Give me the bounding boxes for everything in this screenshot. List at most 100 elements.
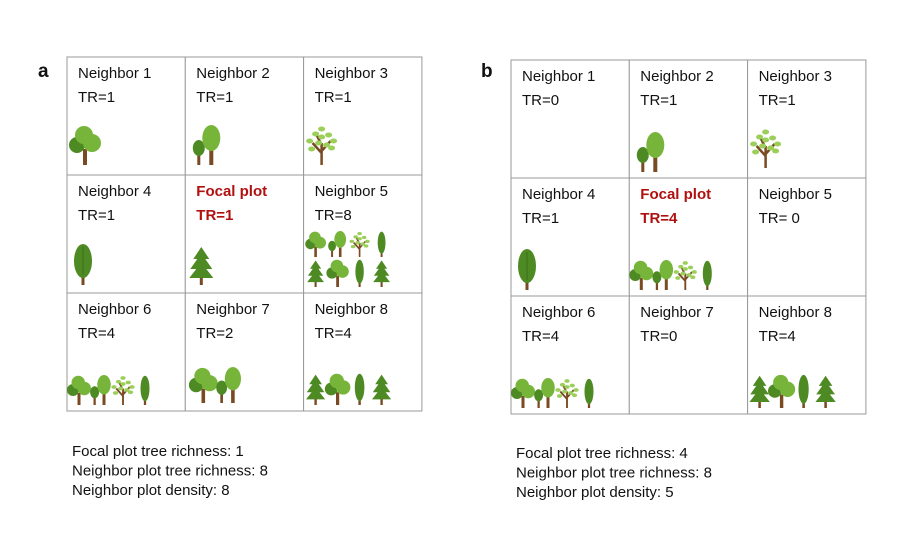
tree-icon: [111, 376, 135, 405]
leaf: [129, 385, 135, 389]
tree-icon: [636, 132, 665, 172]
leaf: [355, 241, 360, 245]
cell-tr: TR=4: [759, 328, 796, 345]
leaf: [365, 239, 370, 244]
leaf: [330, 138, 338, 144]
cell-tr: TR=4: [78, 325, 115, 342]
branch: [311, 134, 332, 165]
trunk: [758, 401, 761, 408]
leaf: [334, 231, 347, 248]
trunk: [102, 393, 106, 405]
leaf: [541, 378, 555, 398]
tree-icon: [518, 249, 536, 290]
cell-name: Neighbor 1: [522, 68, 595, 85]
leaf: [691, 270, 697, 274]
leaf: [773, 374, 789, 391]
trunk: [93, 396, 96, 405]
leaf: [680, 271, 686, 276]
summary-line: Neighbor plot density: 5: [516, 484, 674, 501]
cell-name: Neighbor 6: [78, 301, 151, 318]
tree-icon: [192, 125, 221, 165]
leaf: [308, 146, 316, 152]
leaf: [329, 373, 344, 389]
leaf: [127, 390, 134, 395]
tree-icon: [90, 375, 111, 405]
leaf: [559, 382, 566, 387]
trunk: [209, 149, 214, 165]
leaf: [120, 376, 126, 380]
leaf: [306, 374, 326, 400]
trunk: [802, 402, 805, 408]
leaf: [71, 375, 85, 390]
cell-tr: TR=1: [78, 89, 115, 106]
trunk: [314, 281, 317, 287]
leaf: [111, 385, 117, 389]
leaf: [224, 367, 241, 391]
trunk: [197, 153, 201, 165]
tree-icon: [188, 367, 218, 403]
tree-icon: [555, 379, 579, 408]
leaf: [750, 141, 758, 147]
leaf: [564, 379, 570, 383]
tree-icon: [326, 259, 349, 287]
leaf: [636, 147, 649, 163]
cell-tr: TR=1: [196, 89, 233, 106]
tree-icon: [307, 260, 324, 287]
leaf: [307, 260, 324, 283]
leaf: [312, 131, 320, 137]
tree-icon: [355, 259, 364, 287]
tree-icon: [768, 374, 796, 408]
tree-icon: [511, 378, 535, 408]
leaf: [363, 244, 369, 248]
tree-icon: [324, 373, 351, 405]
cell-name: Neighbor 5: [315, 183, 388, 200]
cell-tr: TR=1: [522, 210, 559, 227]
tree-icon: [673, 261, 697, 290]
tree-icon: [189, 247, 214, 285]
leaf: [798, 374, 809, 404]
trunk: [336, 392, 340, 405]
leaf: [815, 375, 836, 403]
cell-name: Neighbor 6: [522, 304, 595, 321]
leaf: [192, 140, 205, 156]
branch: [677, 267, 693, 290]
plot-cell: [747, 177, 867, 297]
branch: [755, 137, 776, 168]
trunk: [380, 253, 383, 257]
leaf: [652, 271, 662, 284]
trunk: [331, 249, 334, 257]
tree-icon: [373, 260, 390, 287]
cell-tr: TR=4: [522, 328, 559, 345]
leaf: [562, 389, 568, 394]
cell-name: Neighbor 2: [640, 68, 713, 85]
leaf: [306, 138, 314, 144]
leaf: [767, 145, 775, 151]
cell-tr: TR=1: [759, 92, 796, 109]
leaf: [762, 129, 770, 135]
trunk: [314, 398, 317, 405]
focal-name: Focal plot: [196, 183, 267, 200]
leaf: [355, 259, 364, 284]
cell-name: Neighbor 8: [759, 304, 832, 321]
trunk: [706, 285, 709, 290]
tree-icon: [798, 374, 809, 408]
leaf: [682, 267, 688, 271]
leaf: [756, 134, 764, 140]
leaf: [350, 244, 356, 249]
leaf: [762, 137, 770, 143]
trunk: [338, 246, 342, 257]
trunk: [537, 399, 540, 408]
tree-icon: [328, 231, 347, 257]
trunk: [641, 160, 645, 172]
branch: [353, 237, 367, 257]
cell-name: Neighbor 1: [78, 65, 151, 82]
leaf: [673, 270, 679, 274]
leaf: [702, 260, 712, 287]
cell-name: Neighbor 2: [196, 65, 269, 82]
leaf: [189, 247, 214, 278]
tree-icon: [749, 375, 770, 408]
leaf: [323, 142, 331, 148]
leaf: [357, 231, 362, 236]
leaf: [690, 275, 696, 280]
